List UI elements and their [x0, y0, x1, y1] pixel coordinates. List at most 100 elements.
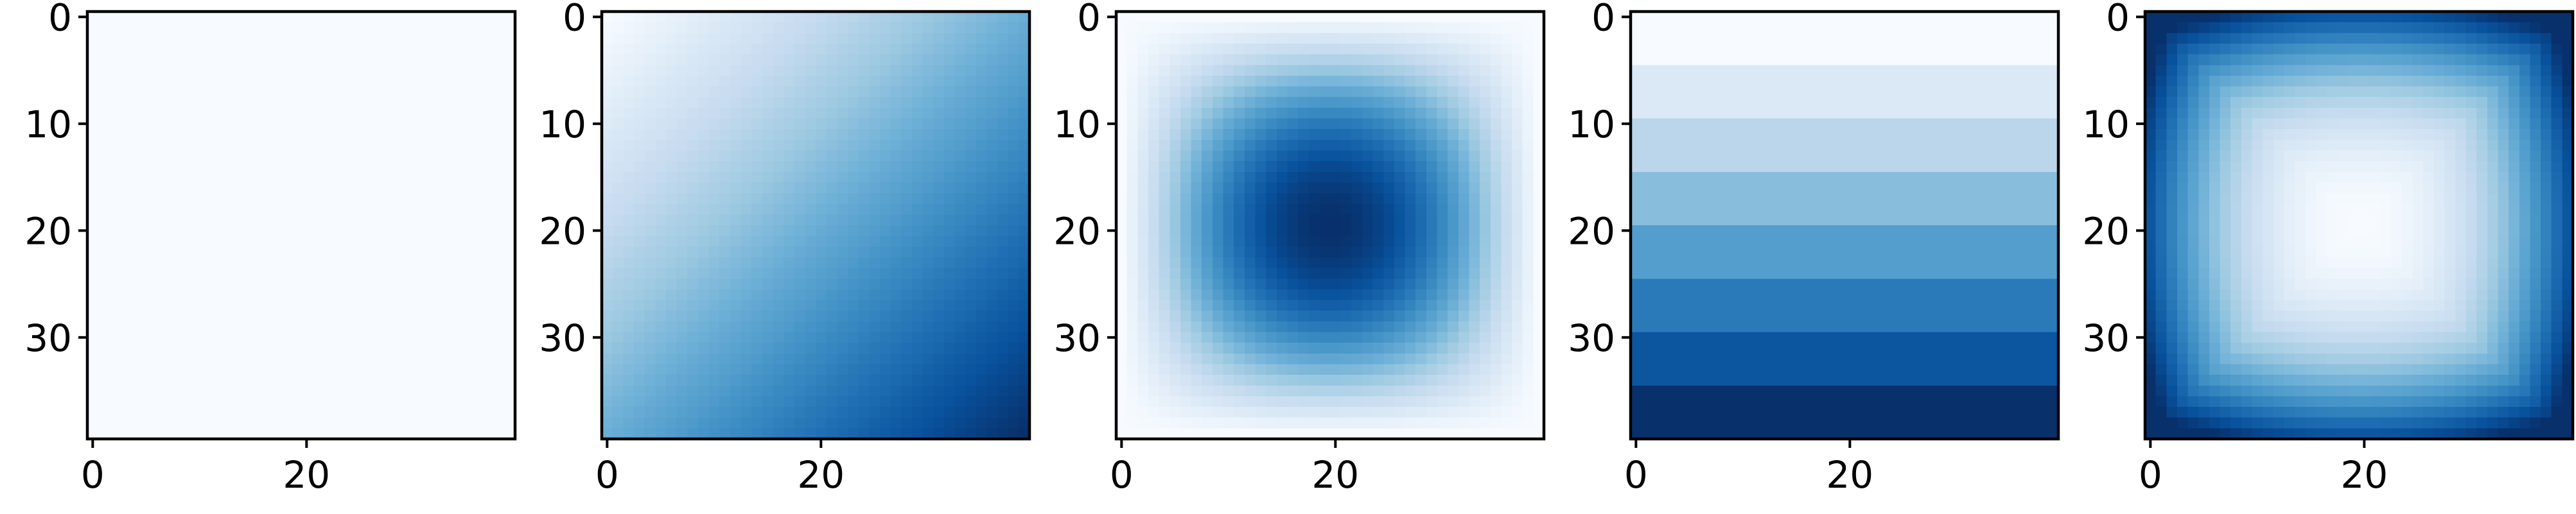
heatmap-cell	[504, 364, 516, 375]
heatmap-cell	[1159, 385, 1170, 397]
heatmap-cell	[472, 118, 484, 130]
heatmap-cell	[1758, 33, 1771, 44]
heatmap-cell	[1490, 129, 1502, 141]
heatmap-cell	[1372, 193, 1384, 205]
heatmap-cell	[943, 12, 956, 23]
heatmap-cell	[826, 353, 837, 365]
heatmap-cell	[344, 86, 355, 98]
heatmap-cell	[1330, 353, 1342, 365]
heatmap-cell	[612, 289, 624, 301]
heatmap-cell	[676, 33, 688, 44]
heatmap-cell	[365, 289, 377, 301]
heatmap-cell	[1983, 33, 1995, 44]
heatmap-cell	[1180, 150, 1192, 162]
heatmap-cell	[1019, 33, 1030, 44]
heatmap-cell	[719, 203, 731, 215]
heatmap-cell	[1234, 375, 1245, 386]
heatmap-cell	[119, 289, 131, 301]
heatmap-cell	[1533, 203, 1545, 215]
heatmap-cell	[933, 107, 945, 119]
heatmap-cell	[130, 86, 141, 98]
heatmap-cell	[986, 139, 998, 151]
heatmap-cell	[751, 107, 763, 119]
heatmap-cell	[1448, 289, 1459, 301]
heatmap-cell	[1276, 107, 1288, 119]
heatmap-cell	[602, 214, 613, 226]
heatmap-cell	[355, 225, 366, 237]
heatmap-cell	[237, 278, 249, 290]
heatmap-cell	[173, 407, 184, 418]
heatmap-cell	[322, 107, 334, 119]
heatmap-cell	[1426, 33, 1438, 44]
heatmap-cell	[1362, 107, 1374, 119]
heatmap-cell	[1394, 278, 1406, 290]
heatmap-cell	[504, 107, 516, 119]
heatmap-cell	[633, 236, 645, 247]
heatmap-cell	[602, 385, 613, 397]
heatmap-cell	[602, 75, 613, 87]
heatmap-cell	[751, 407, 763, 418]
heatmap-cell	[1319, 364, 1331, 375]
heatmap-cell	[1148, 343, 1160, 354]
heatmap-cell	[301, 300, 313, 311]
heatmap-cell	[1533, 428, 1545, 440]
heatmap-cell	[933, 353, 945, 365]
heatmap-cell	[1458, 385, 1470, 397]
heatmap-cell	[762, 97, 773, 108]
heatmap-cell	[997, 214, 1009, 226]
heatmap-cell	[933, 150, 945, 162]
heatmap-cell	[911, 118, 924, 130]
heatmap-cell	[954, 321, 966, 333]
heatmap-cell	[344, 33, 355, 44]
heatmap-cell	[676, 118, 688, 130]
heatmap-cell	[1255, 22, 1266, 33]
heatmap-cell	[1019, 203, 1030, 215]
heatmap-cell	[655, 75, 667, 87]
heatmap-cell	[493, 289, 505, 301]
heatmap-cell	[1298, 161, 1310, 173]
heatmap-cell	[1212, 343, 1224, 354]
heatmap-cell	[173, 43, 184, 55]
heatmap-cell	[1308, 12, 1320, 23]
heatmap-cell	[1405, 236, 1416, 247]
heatmap-cell	[1202, 107, 1213, 119]
heatmap-cell	[633, 161, 645, 173]
heatmap-cell	[751, 353, 763, 365]
heatmap-cell	[879, 321, 891, 333]
heatmap-cell	[869, 375, 881, 386]
heatmap-cell	[205, 43, 216, 55]
heatmap-cell	[1501, 246, 1512, 258]
heatmap-cell	[1405, 321, 1416, 333]
heatmap-cell	[986, 268, 998, 279]
heatmap-cell	[655, 396, 667, 407]
heatmap-cell	[858, 118, 870, 130]
heatmap-cell	[976, 332, 987, 343]
heatmap-cell	[408, 75, 419, 87]
heatmap-cell	[98, 118, 109, 130]
heatmap-cell	[87, 203, 99, 215]
heatmap-cell	[376, 300, 387, 311]
heatmap-cell	[602, 257, 613, 269]
heatmap-cell	[719, 214, 731, 226]
heatmap-cell	[119, 75, 131, 87]
heatmap-cell	[1437, 385, 1448, 397]
heatmap-cell	[1276, 161, 1288, 173]
heatmap-cell	[173, 375, 184, 386]
heatmap-cell	[1340, 118, 1352, 130]
heatmap-cell	[623, 332, 635, 343]
heatmap-cell	[226, 22, 238, 33]
heatmap-cell	[226, 12, 238, 23]
heatmap-cell	[461, 75, 473, 87]
heatmap-cell	[205, 375, 216, 386]
heatmap-cell	[376, 417, 387, 429]
heatmap-cell	[784, 107, 795, 119]
heatmap-cell	[483, 407, 495, 418]
heatmap-cell	[194, 54, 206, 65]
heatmap-cell	[130, 107, 141, 119]
heatmap-cell	[440, 12, 451, 23]
heatmap-cell	[784, 311, 795, 322]
heatmap-cell	[1148, 278, 1160, 290]
heatmap-cell	[333, 12, 345, 23]
heatmap-cell	[719, 65, 731, 76]
heatmap-cell	[623, 22, 635, 33]
